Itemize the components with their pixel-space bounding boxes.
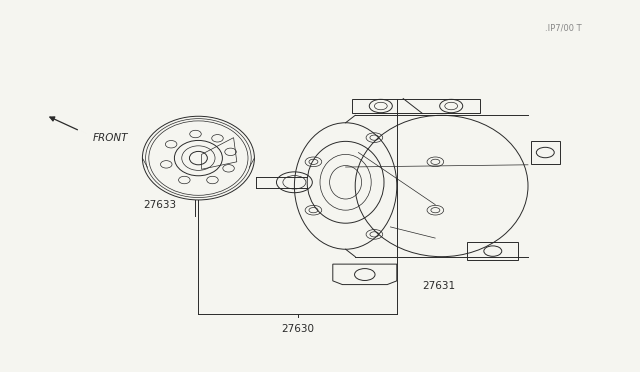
Text: 27631: 27631 <box>422 281 456 291</box>
Text: 27630: 27630 <box>281 324 314 334</box>
Text: FRONT: FRONT <box>93 133 128 142</box>
Text: .IP7/00 T: .IP7/00 T <box>545 23 582 32</box>
Text: 27633: 27633 <box>143 200 176 210</box>
